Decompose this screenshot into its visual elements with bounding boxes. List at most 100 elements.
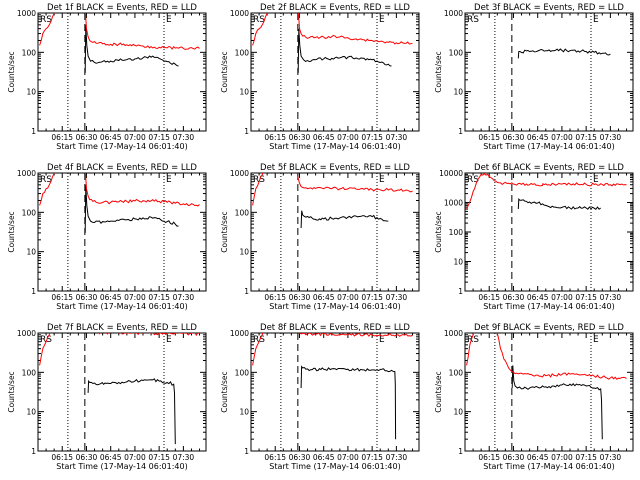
x-tick-label: 07:00: [124, 293, 146, 302]
x-tick-label: 06:15: [478, 293, 500, 302]
x-tick-label: 07:30: [600, 453, 622, 462]
y-tick-label: 10: [453, 258, 463, 267]
x-tick-label: 06:45: [100, 453, 122, 462]
corner-label: E: [593, 15, 599, 25]
y-tick-label: 10: [239, 408, 249, 417]
corner-label: E: [593, 335, 599, 345]
corner-label: RS: [253, 15, 265, 25]
panel-5: Det 5f BLACK = Events, RED = LLD 1 10 100 10…: [220, 163, 420, 311]
panel-title: Det 4f BLACK = Events, RED = LLD: [47, 163, 197, 173]
y-tick-label: 100: [22, 208, 37, 217]
y-tick-label: 1: [244, 447, 249, 456]
y-tick-label: 100: [449, 48, 464, 57]
x-tick-label: 06:45: [527, 133, 549, 142]
y-axis-label: Counts/sec: [7, 371, 16, 412]
panel-title: Det 3f BLACK = Events, RED = LLD: [474, 3, 624, 13]
y-axis-label: Counts/sec: [7, 211, 16, 252]
x-tick-label: 07:00: [124, 133, 146, 142]
y-tick-label: 1: [458, 287, 463, 296]
y-tick-label: 10000: [439, 169, 463, 178]
corner-label: E: [379, 175, 385, 185]
x-tick-label: 07:15: [361, 293, 383, 302]
x-tick-label: 06:15: [51, 133, 73, 142]
y-tick-label: 1000: [444, 199, 463, 208]
panel-title: Det 5f BLACK = Events, RED = LLD: [260, 163, 410, 173]
x-tick-label: 07:00: [551, 293, 573, 302]
y-tick-label: 100: [22, 48, 37, 57]
corner-label: E: [593, 175, 599, 185]
x-axis-label: Start Time (17-May-14 06:01:40): [56, 142, 187, 151]
x-tick-label: 07:15: [148, 453, 170, 462]
y-axis-label: Counts/sec: [220, 211, 229, 252]
x-tick-label: 06:30: [503, 133, 525, 142]
lld-series-line: [39, 173, 200, 207]
x-tick-label: 07:00: [337, 453, 359, 462]
events-series-line: [300, 210, 389, 229]
y-tick-label: 1: [458, 127, 463, 136]
y-tick-label: 10: [239, 88, 249, 97]
events-series-line: [517, 48, 611, 59]
y-axis-label: Counts/sec: [220, 371, 229, 412]
x-tick-label: 06:30: [503, 453, 525, 462]
lld-series-line: [252, 333, 413, 366]
y-tick-label: 10: [26, 408, 36, 417]
panel-title: Det 6f BLACK = Events, RED = LLD: [474, 163, 624, 173]
panel-8: Det 8f BLACK = Events, RED = LLD 1 10 100 10…: [220, 323, 420, 471]
x-tick-label: 07:15: [148, 293, 170, 302]
x-axis-label: Start Time (17-May-14 06:01:40): [269, 142, 400, 151]
corner-label: RS: [253, 175, 265, 185]
y-tick-label: 100: [449, 368, 464, 377]
corner-label: E: [166, 15, 172, 25]
x-tick-label: 07:15: [361, 453, 383, 462]
y-tick-label: 1: [244, 127, 249, 136]
corner-label: RS: [40, 175, 52, 185]
x-tick-label: 07:15: [361, 133, 383, 142]
corner-label: E: [379, 15, 385, 25]
corner-label: E: [166, 335, 172, 345]
corner-label: RS: [467, 175, 479, 185]
y-tick-label: 10: [26, 88, 36, 97]
lld-series-line: [252, 173, 413, 206]
x-tick-label: 06:15: [264, 133, 286, 142]
y-axis-label: Counts/sec: [434, 51, 443, 92]
y-tick-label: 10: [453, 88, 463, 97]
corner-label: RS: [467, 335, 479, 345]
events-series-line: [87, 378, 176, 445]
corner-label: RS: [40, 335, 52, 345]
lld-series-line: [466, 333, 627, 380]
x-tick-label: 06:15: [478, 453, 500, 462]
panel-9: Det 9f BLACK = Events, RED = LLD 1 10 100 10…: [434, 323, 634, 471]
x-tick-label: 07:15: [148, 133, 170, 142]
panel-3: Det 3f BLACK = Events, RED = LLD 1 10 100 10…: [434, 3, 634, 151]
x-tick-label: 07:30: [600, 293, 622, 302]
panel-6: Det 6f BLACK = Events, RED = LLD 1 10 100 10…: [434, 163, 634, 311]
panel-title: Det 8f BLACK = Events, RED = LLD: [260, 323, 410, 333]
x-axis-label: Start Time (17-May-14 06:01:40): [269, 302, 400, 311]
x-tick-label: 07:30: [386, 133, 408, 142]
y-tick-label: 10: [239, 248, 249, 257]
axes-frame: [464, 172, 634, 292]
x-tick-label: 06:45: [100, 133, 122, 142]
lld-series-line: [466, 173, 627, 210]
x-tick-label: 06:15: [478, 133, 500, 142]
x-axis-label: Start Time (17-May-14 06:01:40): [269, 462, 400, 471]
x-tick-label: 07:30: [173, 293, 195, 302]
panel-1: Det 1f BLACK = Events, RED = LLD 1 10 100 10…: [7, 3, 207, 151]
y-tick-label: 1: [31, 127, 36, 136]
x-tick-label: 06:45: [527, 453, 549, 462]
y-tick-label: 1: [244, 287, 249, 296]
events-series-line: [511, 365, 603, 440]
y-tick-label: 1000: [17, 169, 36, 178]
x-tick-label: 07:30: [173, 453, 195, 462]
corner-label: RS: [253, 335, 265, 345]
lld-series-line: [252, 13, 413, 46]
x-axis-label: Start Time (17-May-14 06:01:40): [56, 302, 187, 311]
x-tick-label: 07:15: [575, 133, 597, 142]
x-axis-label: Start Time (17-May-14 06:01:40): [56, 462, 187, 471]
events-series-line: [297, 28, 392, 73]
x-tick-label: 07:00: [124, 453, 146, 462]
x-tick-label: 06:30: [503, 293, 525, 302]
lld-series-line: [39, 333, 200, 366]
